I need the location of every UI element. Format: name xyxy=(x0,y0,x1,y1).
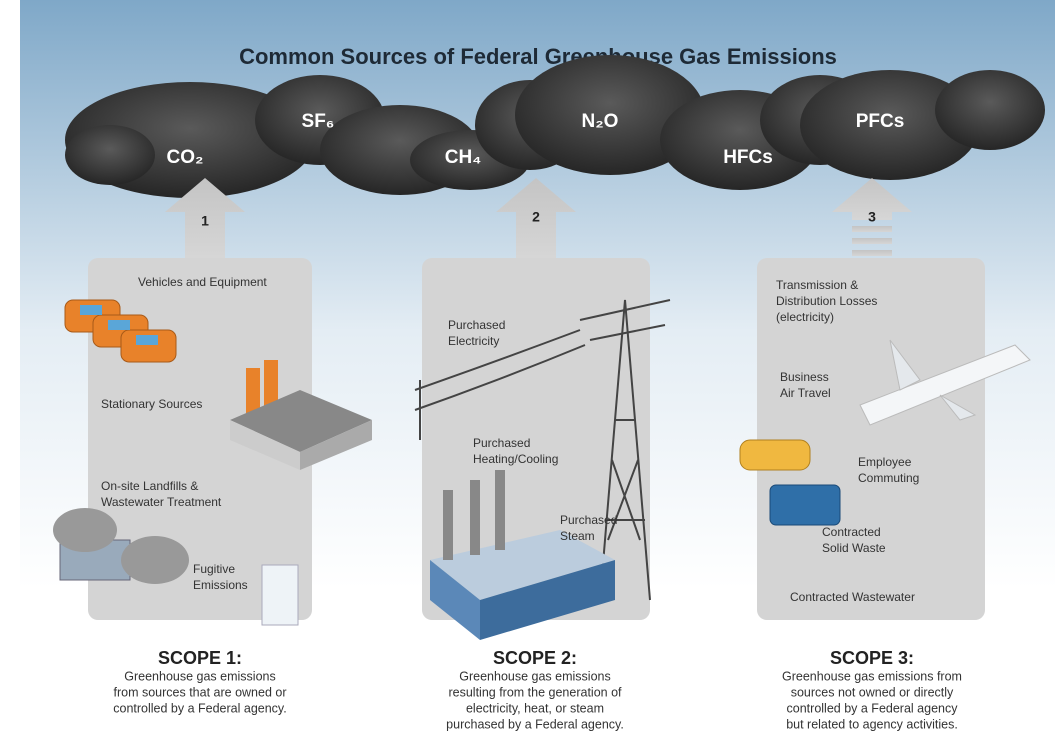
source-label: Solid Waste xyxy=(822,541,886,555)
source-label: Air Travel xyxy=(780,386,831,400)
source-label: Commuting xyxy=(858,471,919,485)
source-label: Wastewater Treatment xyxy=(101,495,222,509)
scope-description: resulting from the generation of xyxy=(448,685,622,699)
gas-label: SF₆ xyxy=(302,111,335,132)
source-label: Electricity xyxy=(448,334,499,348)
source-label: Steam xyxy=(560,529,595,543)
source-label: Emissions xyxy=(193,578,248,592)
gas-label: PFCs xyxy=(856,111,905,132)
scope-heading: SCOPE 2: xyxy=(493,648,577,668)
scope-heading: SCOPE 1: xyxy=(158,648,242,668)
source-label: Purchased xyxy=(560,513,617,527)
source-label: Transmission & xyxy=(776,278,858,292)
gas-label: N₂O xyxy=(582,111,619,132)
scope-description: purchased by a Federal agency. xyxy=(446,717,624,731)
scope-description: sources not owned or directly xyxy=(791,685,954,699)
source-label: Heating/Cooling xyxy=(473,452,558,466)
source-label: Stationary Sources xyxy=(101,397,202,411)
source-label: Purchased xyxy=(448,318,505,332)
infographic: Common Sources of Federal Greenhouse Gas… xyxy=(0,0,1055,736)
scope-description: but related to agency activities. xyxy=(786,717,958,731)
source-label: Fugitive xyxy=(193,562,235,576)
scope-description: controlled by a Federal agency. xyxy=(113,701,286,715)
source-label: Distribution Losses xyxy=(776,294,877,308)
scope-description: from sources that are owned or xyxy=(114,685,287,699)
source-label: Employee xyxy=(858,455,912,469)
gas-label: HFCs xyxy=(723,147,773,168)
gas-label: CH₄ xyxy=(445,147,482,168)
scope-number: 3 xyxy=(868,209,876,225)
scope-description: Greenhouse gas emissions from xyxy=(782,669,962,683)
scope-number: 2 xyxy=(532,209,540,225)
title: Common Sources of Federal Greenhouse Gas… xyxy=(239,44,837,69)
scope-description: controlled by a Federal agency xyxy=(787,701,959,715)
source-label: (electricity) xyxy=(776,310,834,324)
scope-description: Greenhouse gas emissions xyxy=(124,669,275,683)
scope-description: electricity, heat, or steam xyxy=(466,701,604,715)
source-label: Contracted Wastewater xyxy=(790,590,915,604)
source-label: Vehicles and Equipment xyxy=(138,275,267,289)
scope-heading: SCOPE 3: xyxy=(830,648,914,668)
scope-description: Greenhouse gas emissions xyxy=(459,669,610,683)
gas-label: CO₂ xyxy=(167,147,204,168)
source-label: Business xyxy=(780,370,829,384)
source-label: On-site Landfills & xyxy=(101,479,198,493)
source-label: Purchased xyxy=(473,436,530,450)
scope-number: 1 xyxy=(201,213,209,229)
margin xyxy=(0,0,20,736)
source-label: Contracted xyxy=(822,525,881,539)
